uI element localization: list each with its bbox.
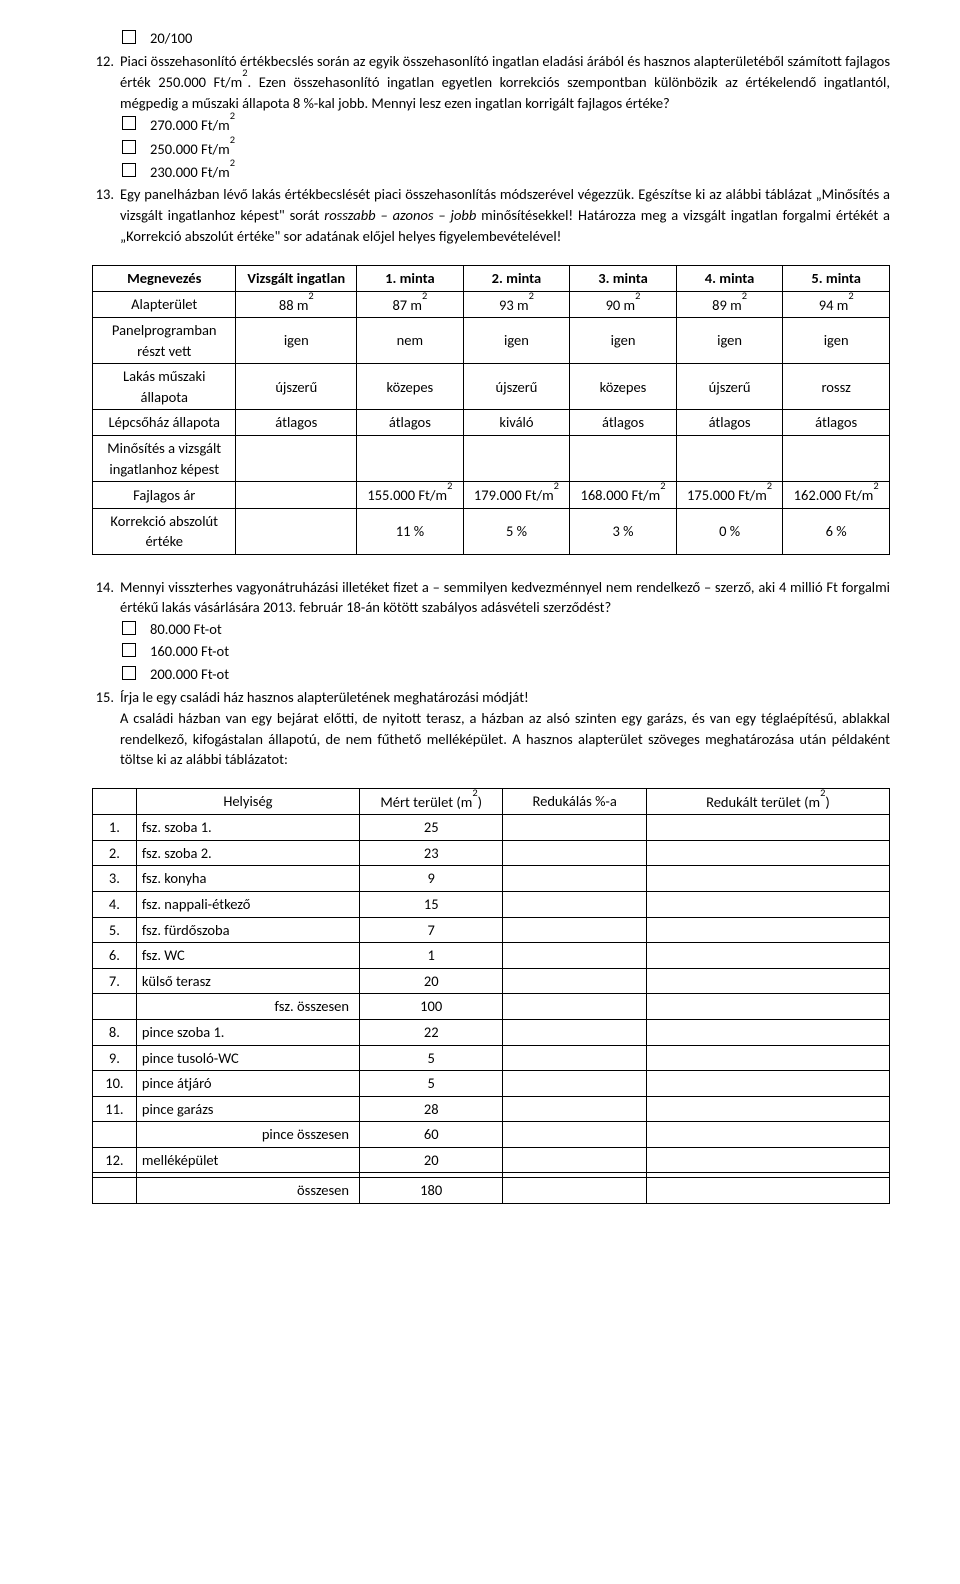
question-number: 12. xyxy=(92,51,120,72)
table-row: 8.pince szoba 1.22 xyxy=(93,1019,890,1045)
option-label: 200.000 Ft-ot xyxy=(150,664,229,685)
option-row: 230.000 Ft/m2 xyxy=(122,161,890,182)
option-label: 250.000 Ft/m2 xyxy=(150,138,235,159)
table-row: 11.pince garázs28 xyxy=(93,1096,890,1122)
table-row: Lakás műszaki állapota újszerű közepes ú… xyxy=(93,364,890,410)
checkbox-icon xyxy=(122,666,136,680)
option-label: 230.000 Ft/m2 xyxy=(150,161,235,182)
checkbox-icon xyxy=(122,116,136,130)
table-row: 2.fsz. szoba 2.23 xyxy=(93,840,890,866)
option-label: 80.000 Ft-ot xyxy=(150,619,222,640)
table-row: Alapterület 88 m2 87 m2 93 m2 90 m2 89 m… xyxy=(93,291,890,317)
table-row: 1.fsz. szoba 1.25 xyxy=(93,815,890,841)
table-row: 3.fsz. konyha9 xyxy=(93,866,890,892)
table-row: Panelprogramban részt vett igen nem igen… xyxy=(93,318,890,364)
table-row: 12.melléképület20 xyxy=(93,1147,890,1173)
option-row: 20/100 xyxy=(122,28,890,49)
checkbox-icon xyxy=(122,163,136,177)
question-12: 12. Piaci összehasonlító értékbecslés so… xyxy=(92,51,890,114)
question-paragraph: A családi házban van egy bejárat előtti,… xyxy=(120,708,890,770)
question-text: Írja le egy családi ház hasznos alapterü… xyxy=(120,687,890,708)
question-text: Piaci összehasonlító értékbecslés során … xyxy=(120,51,890,114)
option-row: 250.000 Ft/m2 xyxy=(122,138,890,159)
table-row: 7.külső terasz20 xyxy=(93,968,890,994)
table-row: 5.fsz. fürdőszoba7 xyxy=(93,917,890,943)
table-row: Fajlagos ár 155.000 Ft/m2 179.000 Ft/m2 … xyxy=(93,482,890,508)
comparison-table: Megnevezés Vizsgált ingatlan 1. minta 2.… xyxy=(92,265,890,555)
table-header-row: Megnevezés Vizsgált ingatlan 1. minta 2.… xyxy=(93,266,890,292)
table-row: Lépcsőház állapota átlagos átlagos kivál… xyxy=(93,410,890,436)
question-number: 15. xyxy=(92,687,120,708)
question-number: 14. xyxy=(92,577,120,598)
option-row: 200.000 Ft-ot xyxy=(122,664,890,685)
question-15: 15. Írja le egy családi ház hasznos alap… xyxy=(92,687,890,708)
table-row: Korrekció abszolút értéke 11 % 5 % 3 % 0… xyxy=(93,508,890,554)
question-13: 13. Egy panelházban lévő lakás értékbecs… xyxy=(92,184,890,246)
table-row: Minősítés a vizsgált ingatlanhoz képest xyxy=(93,435,890,481)
question-number: 13. xyxy=(92,184,120,205)
option-row: 80.000 Ft-ot xyxy=(122,619,890,640)
option-label: 20/100 xyxy=(150,28,192,49)
table-subtotal-row: pince összesen 60 xyxy=(93,1122,890,1148)
question-text: Mennyi visszterhes vagyonátruházási ille… xyxy=(120,577,890,618)
table-row: 4.fsz. nappali-étkező15 xyxy=(93,892,890,918)
table-total-row: összesen 180 xyxy=(93,1178,890,1204)
option-row: 160.000 Ft-ot xyxy=(122,641,890,662)
checkbox-icon xyxy=(122,643,136,657)
table-subtotal-row: fsz. összesen 100 xyxy=(93,994,890,1020)
option-label: 270.000 Ft/m2 xyxy=(150,114,235,135)
table-row: 6.fsz. WC1 xyxy=(93,943,890,969)
table-header-row: Helyiség Mért terület (m2) Redukálás %-a… xyxy=(93,788,890,814)
question-text: Egy panelházban lévő lakás értékbecslésé… xyxy=(120,184,890,246)
checkbox-icon xyxy=(122,621,136,635)
question-14: 14. Mennyi visszterhes vagyonátruházási … xyxy=(92,577,890,618)
option-label: 160.000 Ft-ot xyxy=(150,641,229,662)
checkbox-icon xyxy=(122,30,136,44)
area-table: Helyiség Mért terület (m2) Redukálás %-a… xyxy=(92,788,890,1204)
table-row: 9.pince tusoló-WC5 xyxy=(93,1045,890,1071)
table-row: 10.pince átjáró5 xyxy=(93,1071,890,1097)
checkbox-icon xyxy=(122,140,136,154)
option-row: 270.000 Ft/m2 xyxy=(122,114,890,135)
